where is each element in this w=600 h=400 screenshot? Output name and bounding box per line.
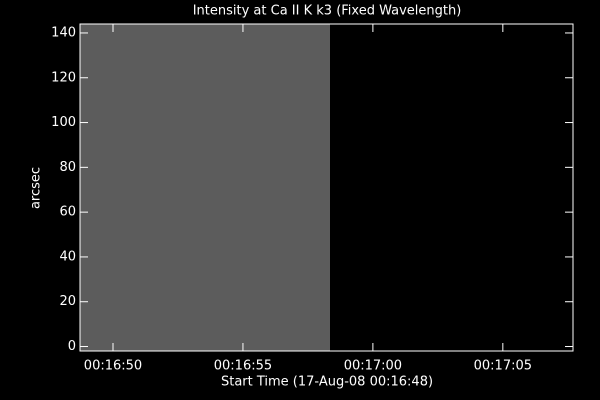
y-tick-label: 120 xyxy=(51,70,76,85)
x-tick-label: 00:16:50 xyxy=(84,359,142,374)
y-tick-label: 60 xyxy=(59,205,76,220)
y-tick-label: 0 xyxy=(68,339,76,354)
x-tick-label: 00:17:05 xyxy=(474,359,532,374)
y-tick-label: 40 xyxy=(59,249,76,264)
chart-title: Intensity at Ca II K k3 (Fixed Wavelengt… xyxy=(193,4,462,19)
y-tick-label: 80 xyxy=(59,160,76,175)
x-tick-label: 00:17:00 xyxy=(344,359,402,374)
x-tick-label: 00:16:55 xyxy=(214,359,272,374)
y-axis-label: arcsec xyxy=(29,167,44,209)
plot-frame xyxy=(79,23,574,352)
y-tick-label: 20 xyxy=(59,294,76,309)
y-tick-label: 100 xyxy=(51,115,76,130)
y-tick-label: 140 xyxy=(51,25,76,40)
image-raster xyxy=(80,24,331,351)
x-axis-label: Start Time (17-Aug-08 00:16:48) xyxy=(221,375,433,390)
